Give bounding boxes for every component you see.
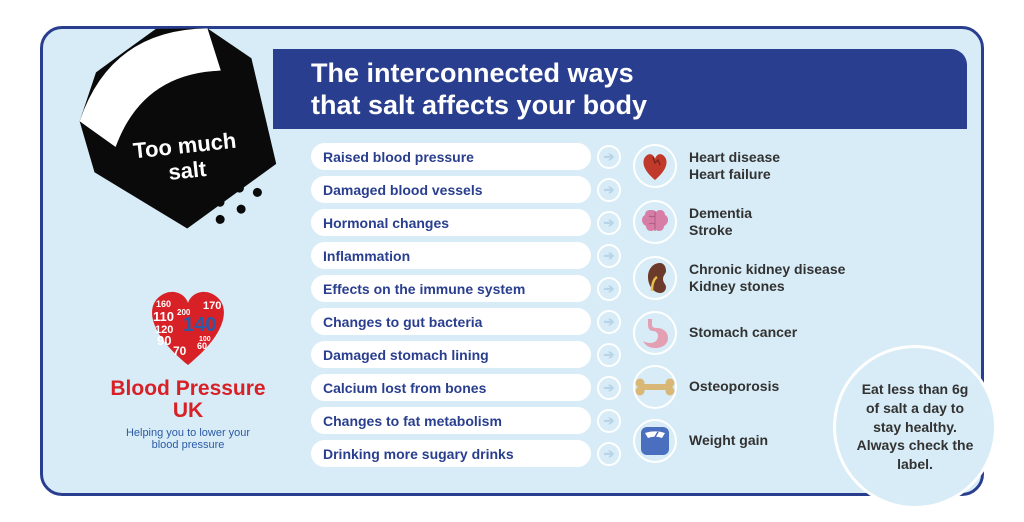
kidney-icon xyxy=(633,256,677,300)
heart-icon xyxy=(633,144,677,188)
effect-pill: Hormonal changes➔ xyxy=(311,209,591,236)
effects-list: Raised blood pressure➔ Damaged blood vess… xyxy=(311,143,591,473)
effect-pill: Drinking more sugary drinks➔ xyxy=(311,440,591,467)
effect-label: Hormonal changes xyxy=(323,215,449,231)
outcome-row: Weight gain xyxy=(633,417,863,465)
svg-text:160: 160 xyxy=(156,299,171,309)
brain-icon xyxy=(633,200,677,244)
logo-tagline: Helping you to lower yourblood pressure xyxy=(103,427,273,451)
arrow-icon: ➔ xyxy=(597,310,621,334)
effect-label: Changes to gut bacteria xyxy=(323,314,482,330)
outcome-row: Osteoporosis xyxy=(633,363,863,411)
svg-text:70: 70 xyxy=(173,344,187,358)
arrow-icon: ➔ xyxy=(597,211,621,235)
arrow-icon: ➔ xyxy=(597,409,621,433)
effect-pill: Damaged blood vessels➔ xyxy=(311,176,591,203)
arrow-icon: ➔ xyxy=(597,277,621,301)
infographic-card: The interconnected waysthat salt affects… xyxy=(40,26,984,496)
arrow-icon: ➔ xyxy=(597,244,621,268)
svg-text:110: 110 xyxy=(153,309,174,324)
arrow-icon: ➔ xyxy=(597,178,621,202)
effect-label: Inflammation xyxy=(323,248,410,264)
effect-label: Damaged stomach lining xyxy=(323,347,489,363)
outcome-row: Heart diseaseHeart failure xyxy=(633,141,863,191)
title-bar: The interconnected waysthat salt affects… xyxy=(273,49,967,129)
cta-text: Eat less than 6g of salt a day to stay h… xyxy=(856,380,974,474)
svg-text:140: 140 xyxy=(183,314,216,336)
outcome-label: DementiaStroke xyxy=(689,205,752,240)
logo: 160 170 110 200 120 140 100 90 60 70 Blo… xyxy=(103,287,273,451)
outcomes-list: Heart diseaseHeart failure DementiaStroke… xyxy=(633,141,863,471)
arrow-icon: ➔ xyxy=(597,145,621,169)
outcome-label: Heart diseaseHeart failure xyxy=(689,149,780,184)
effect-pill: Changes to fat metabolism➔ xyxy=(311,407,591,434)
svg-text:60: 60 xyxy=(197,341,207,351)
outcome-label: Osteoporosis xyxy=(689,378,779,396)
outcome-row: Chronic kidney diseaseKidney stones xyxy=(633,253,863,303)
cta-circle: Eat less than 6g of salt a day to stay h… xyxy=(833,345,997,509)
effect-pill: Damaged stomach lining➔ xyxy=(311,341,591,368)
effect-label: Calcium lost from bones xyxy=(323,380,486,396)
outcome-row: DementiaStroke xyxy=(633,197,863,247)
main-title: The interconnected waysthat salt affects… xyxy=(311,57,647,122)
effect-label: Changes to fat metabolism xyxy=(323,413,502,429)
logo-heart-icon: 160 170 110 200 120 140 100 90 60 70 xyxy=(143,287,233,367)
logo-name: Blood PressureUK xyxy=(103,378,273,422)
outcome-label: Weight gain xyxy=(689,432,768,450)
effect-label: Drinking more sugary drinks xyxy=(323,446,514,462)
scale-icon xyxy=(633,419,677,463)
arrow-icon: ➔ xyxy=(597,343,621,367)
outcome-row: Stomach cancer xyxy=(633,309,863,357)
effect-pill: Changes to gut bacteria➔ xyxy=(311,308,591,335)
arrow-icon: ➔ xyxy=(597,376,621,400)
effect-label: Damaged blood vessels xyxy=(323,182,483,198)
svg-text:90: 90 xyxy=(157,333,171,348)
outcome-label: Chronic kidney diseaseKidney stones xyxy=(689,261,845,296)
effect-label: Effects on the immune system xyxy=(323,281,525,297)
effect-pill: Effects on the immune system➔ xyxy=(311,275,591,302)
svg-text:170: 170 xyxy=(203,300,221,312)
arrow-icon: ➔ xyxy=(597,442,621,466)
effect-label: Raised blood pressure xyxy=(323,149,474,165)
outcome-label: Stomach cancer xyxy=(689,324,797,342)
effect-pill: Inflammation➔ xyxy=(311,242,591,269)
bone-icon xyxy=(633,365,677,409)
effect-pill: Calcium lost from bones➔ xyxy=(311,374,591,401)
stomach-icon xyxy=(633,311,677,355)
effect-pill: Raised blood pressure➔ xyxy=(311,143,591,170)
